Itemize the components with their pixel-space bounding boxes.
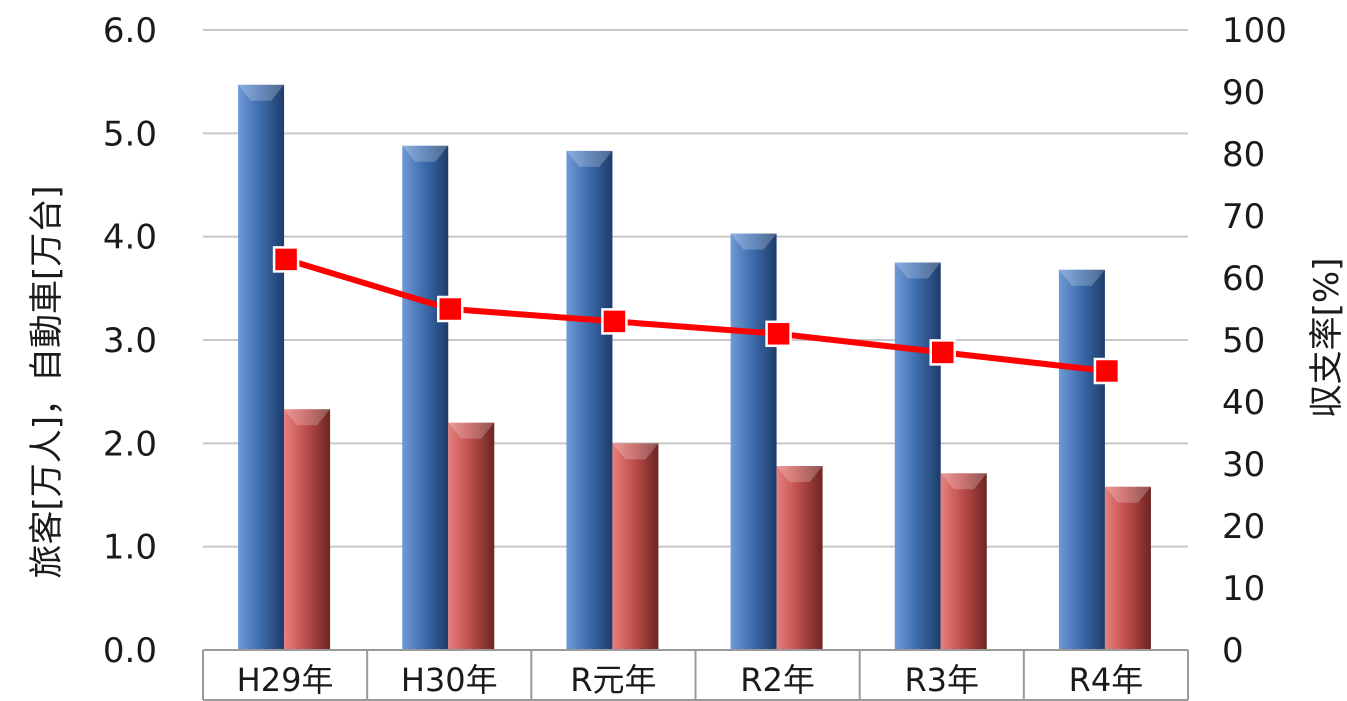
bar-vehicle-bevel [448, 422, 495, 439]
y-tick-label-right: 80 [1222, 135, 1265, 175]
y-tick-label-right: 100 [1222, 11, 1287, 51]
bar-passenger-body [1058, 269, 1105, 650]
y-tick-label-right: 90 [1222, 73, 1265, 113]
bar-passenger [894, 262, 941, 650]
bar-vehicle-bevel [1104, 486, 1151, 503]
y-axis-title-right: 収支率[%] [1307, 258, 1347, 419]
bar-vehicle-bevel [612, 443, 659, 460]
bar-vehicle-body [284, 409, 331, 650]
ratio-marker [437, 295, 464, 323]
y-tick-label-right: 20 [1222, 507, 1265, 547]
bar-vehicle-body [612, 443, 659, 650]
x-tick-label: H30年 [401, 661, 498, 699]
bars [238, 84, 1151, 651]
ratio-marker [929, 339, 956, 366]
y-tick-label-left: 2.0 [103, 424, 157, 464]
bar-vehicle [284, 409, 331, 650]
ratio-marker [1093, 357, 1121, 385]
y-tick-label-right: 10 [1222, 569, 1265, 609]
ratio-marker [765, 320, 792, 348]
bar-passenger-bevel [1058, 269, 1105, 286]
x-tick-label: R元年 [570, 661, 656, 699]
bar-passenger [730, 233, 777, 651]
bar-vehicle-bevel [776, 466, 823, 483]
bar-vehicle-body [448, 422, 495, 650]
ratio-line [272, 246, 1121, 385]
x-tick-label: R2年 [740, 661, 815, 699]
bar-vehicle-body [940, 473, 987, 650]
ratio-marker [272, 246, 300, 273]
y-tick-label-left: 1.0 [103, 528, 157, 568]
bar-vehicle-body [776, 466, 823, 650]
bar-passenger [566, 150, 613, 650]
bar-vehicle [1104, 486, 1151, 650]
gridlines [203, 29, 1188, 548]
y-tick-label-right: 0 [1222, 631, 1244, 671]
y-tick-label-right: 40 [1222, 383, 1265, 423]
bar-passenger-bevel [238, 84, 285, 101]
bar-vehicle-body [1104, 486, 1151, 650]
y-tick-label-right: 30 [1222, 445, 1265, 485]
bar-passenger-body [238, 84, 285, 651]
axes: 0.0 1.0 2.0 3.0 4.0 5.0 6.0 0 10 20 30 40 50 60 70 80 90… [103, 11, 1287, 701]
bar-passenger-bevel [730, 233, 777, 250]
bar-passenger [1058, 269, 1105, 650]
bar-vehicle [940, 473, 987, 650]
ratio-marker [601, 308, 628, 335]
y-tick-label-left: 3.0 [103, 321, 157, 361]
y-tick-label-left: 0.0 [103, 631, 157, 671]
y-tick-label-right: 70 [1222, 197, 1265, 237]
bar-passenger-bevel [402, 145, 449, 162]
bar-vehicle [612, 443, 659, 650]
bar-passenger-body [730, 233, 777, 651]
y-tick-label-right: 60 [1222, 259, 1265, 299]
y-tick-label-right: 50 [1222, 321, 1265, 361]
bar-passenger [238, 84, 285, 651]
y-tick-label-left: 4.0 [103, 218, 157, 258]
y-tick-label-left: 5.0 [103, 114, 157, 154]
bar-passenger-body [402, 145, 449, 650]
bar-vehicle-bevel [940, 473, 987, 490]
bar-passenger-bevel [894, 262, 941, 279]
bar-passenger-body [566, 150, 613, 650]
x-tick-label: H29年 [237, 661, 334, 699]
bar-passenger-body [894, 262, 941, 650]
y-tick-label-left: 6.0 [103, 11, 157, 51]
ratio-polyline [285, 256, 1108, 374]
bar-passenger [402, 145, 449, 650]
y-axis-title-left: 旅客[万人]，自動車[万台] [27, 185, 67, 578]
bar-passenger-bevel [566, 150, 613, 167]
x-tick-label: R4年 [1069, 661, 1144, 699]
bar-vehicle [448, 422, 495, 650]
x-tick-label: R3年 [904, 661, 979, 699]
bar-vehicle [776, 466, 823, 650]
bar-vehicle-bevel [284, 409, 331, 426]
